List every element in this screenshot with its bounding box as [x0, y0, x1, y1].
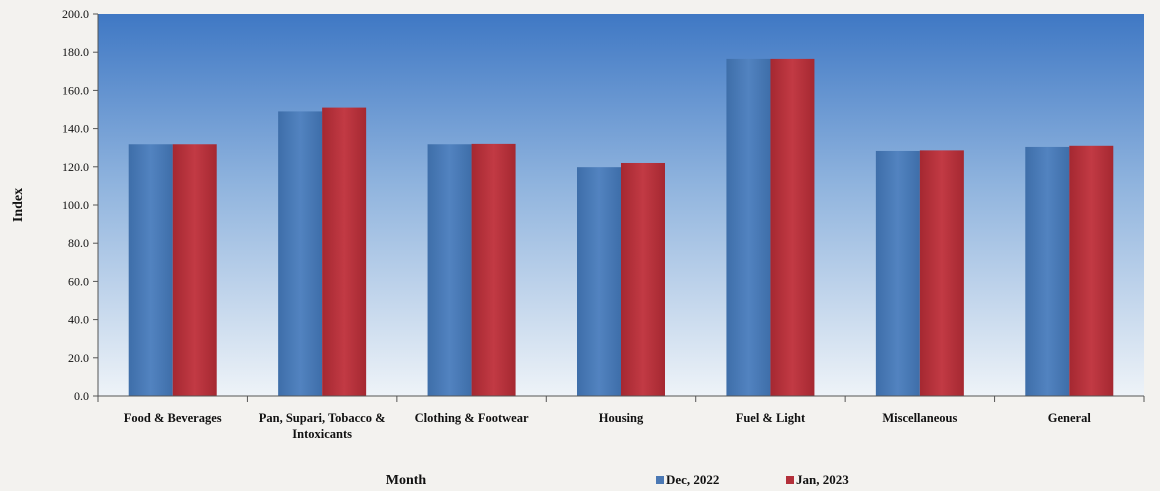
bar-jan-2023: [471, 143, 516, 396]
bar-jan-2023: [919, 150, 964, 396]
x-axis-title: Month: [386, 473, 427, 488]
legend-swatch: [656, 476, 664, 484]
bar-jan-2023: [770, 58, 815, 396]
x-tick-label: Fuel & Light: [736, 411, 806, 425]
bar-dec-2022: [1025, 146, 1070, 396]
bars: [128, 58, 1114, 396]
bar-dec-2022: [726, 58, 771, 396]
y-tick-label: 80.0: [68, 236, 89, 250]
y-tick-label: 40.0: [68, 313, 89, 327]
x-tick-label: Food & Beverages: [124, 411, 222, 425]
x-tick-label: Housing: [599, 411, 644, 425]
bar-dec-2022: [875, 150, 920, 396]
y-axis: 0.0 20.0 40.0 60.0 80.0 100.0 120.0 140.0 160.0 1…: [62, 7, 99, 403]
legend: Dec, 2022 Jan, 2023: [656, 472, 849, 487]
x-tick-label: General: [1048, 411, 1092, 425]
y-tick-label: 140.0: [62, 122, 89, 136]
y-tick-label: 180.0: [62, 45, 89, 59]
bar-dec-2022: [128, 144, 173, 396]
bar-jan-2023: [322, 107, 367, 396]
y-tick-label: 200.0: [62, 7, 89, 21]
legend-label: Dec, 2022: [666, 472, 719, 487]
y-axis-title: Index: [11, 188, 26, 222]
x-tick-label: Miscellaneous: [882, 411, 957, 425]
y-tick-label: 100.0: [62, 198, 89, 212]
x-axis: Food & Beverages Pan, Supari, Tobacco & In…: [97, 395, 1145, 441]
bar-jan-2023: [621, 162, 665, 396]
bar-dec-2022: [427, 144, 472, 396]
bar-jan-2023: [172, 144, 217, 396]
bar-jan-2023: [1069, 145, 1114, 396]
y-tick-label: 120.0: [62, 160, 89, 174]
y-tick-label: 20.0: [68, 351, 89, 365]
x-tick-label: Pan, Supari, Tobacco & Intoxicants: [259, 411, 386, 441]
bar-dec-2022: [278, 111, 323, 396]
bar-dec-2022: [577, 167, 621, 396]
y-tick-label: 60.0: [68, 274, 89, 288]
legend-swatch: [786, 476, 794, 484]
y-tick-label: 160.0: [62, 83, 89, 97]
legend-label: Jan, 2023: [796, 472, 849, 487]
x-tick-label: Clothing & Footwear: [415, 411, 529, 425]
y-tick-label: 0.0: [74, 389, 89, 403]
